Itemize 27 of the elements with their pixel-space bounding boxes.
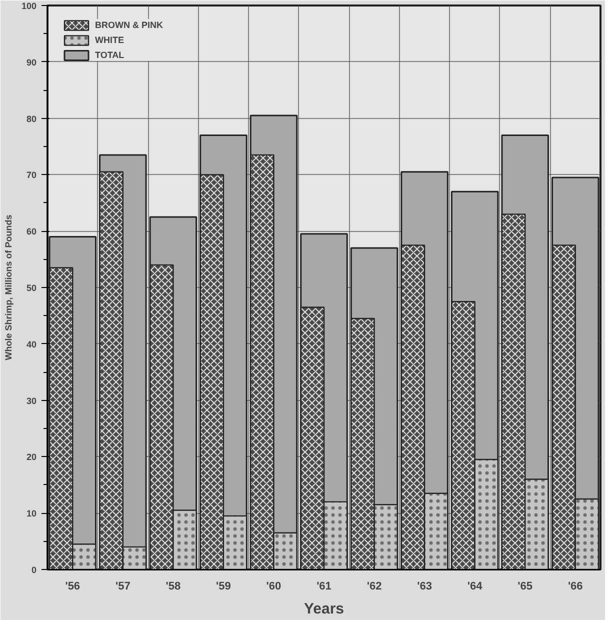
- x-tick-label: '57: [115, 580, 130, 592]
- legend-label: WHITE: [95, 35, 124, 45]
- y-tick-label: 20: [26, 452, 37, 462]
- x-tick-label: '61: [316, 580, 332, 592]
- y-tick-label: 40: [26, 339, 37, 350]
- x-tick-label: '59: [216, 580, 231, 592]
- y-tick-label: 30: [26, 396, 37, 406]
- y-tick-label: 100: [21, 1, 37, 11]
- y-tick-label: 80: [26, 114, 37, 124]
- x-tick-label: '63: [417, 580, 432, 592]
- legend-label: TOTAL: [95, 50, 124, 60]
- legend-label: BROWN & PINK: [95, 20, 163, 30]
- y-tick-label: 0: [31, 565, 37, 575]
- x-tick-label: '62: [366, 580, 382, 592]
- x-axis-title: Years: [304, 600, 344, 618]
- x-tick-label: '56: [65, 580, 80, 592]
- x-tick-label: '65: [518, 580, 533, 592]
- y-tick-label: 70: [26, 170, 37, 180]
- y-axis-title: Whole Shrimp, Millions of Pounds: [3, 214, 14, 360]
- y-tick-label: 90: [26, 57, 37, 68]
- y-tick-label: 50: [26, 283, 37, 293]
- x-tick-label: '58: [166, 580, 181, 592]
- x-tick-label: '66: [568, 580, 583, 592]
- x-tick-label: '60: [266, 580, 282, 592]
- y-tick-label: 60: [26, 226, 37, 237]
- y-tick-label: 10: [26, 508, 37, 519]
- x-tick-label: '64: [467, 580, 484, 592]
